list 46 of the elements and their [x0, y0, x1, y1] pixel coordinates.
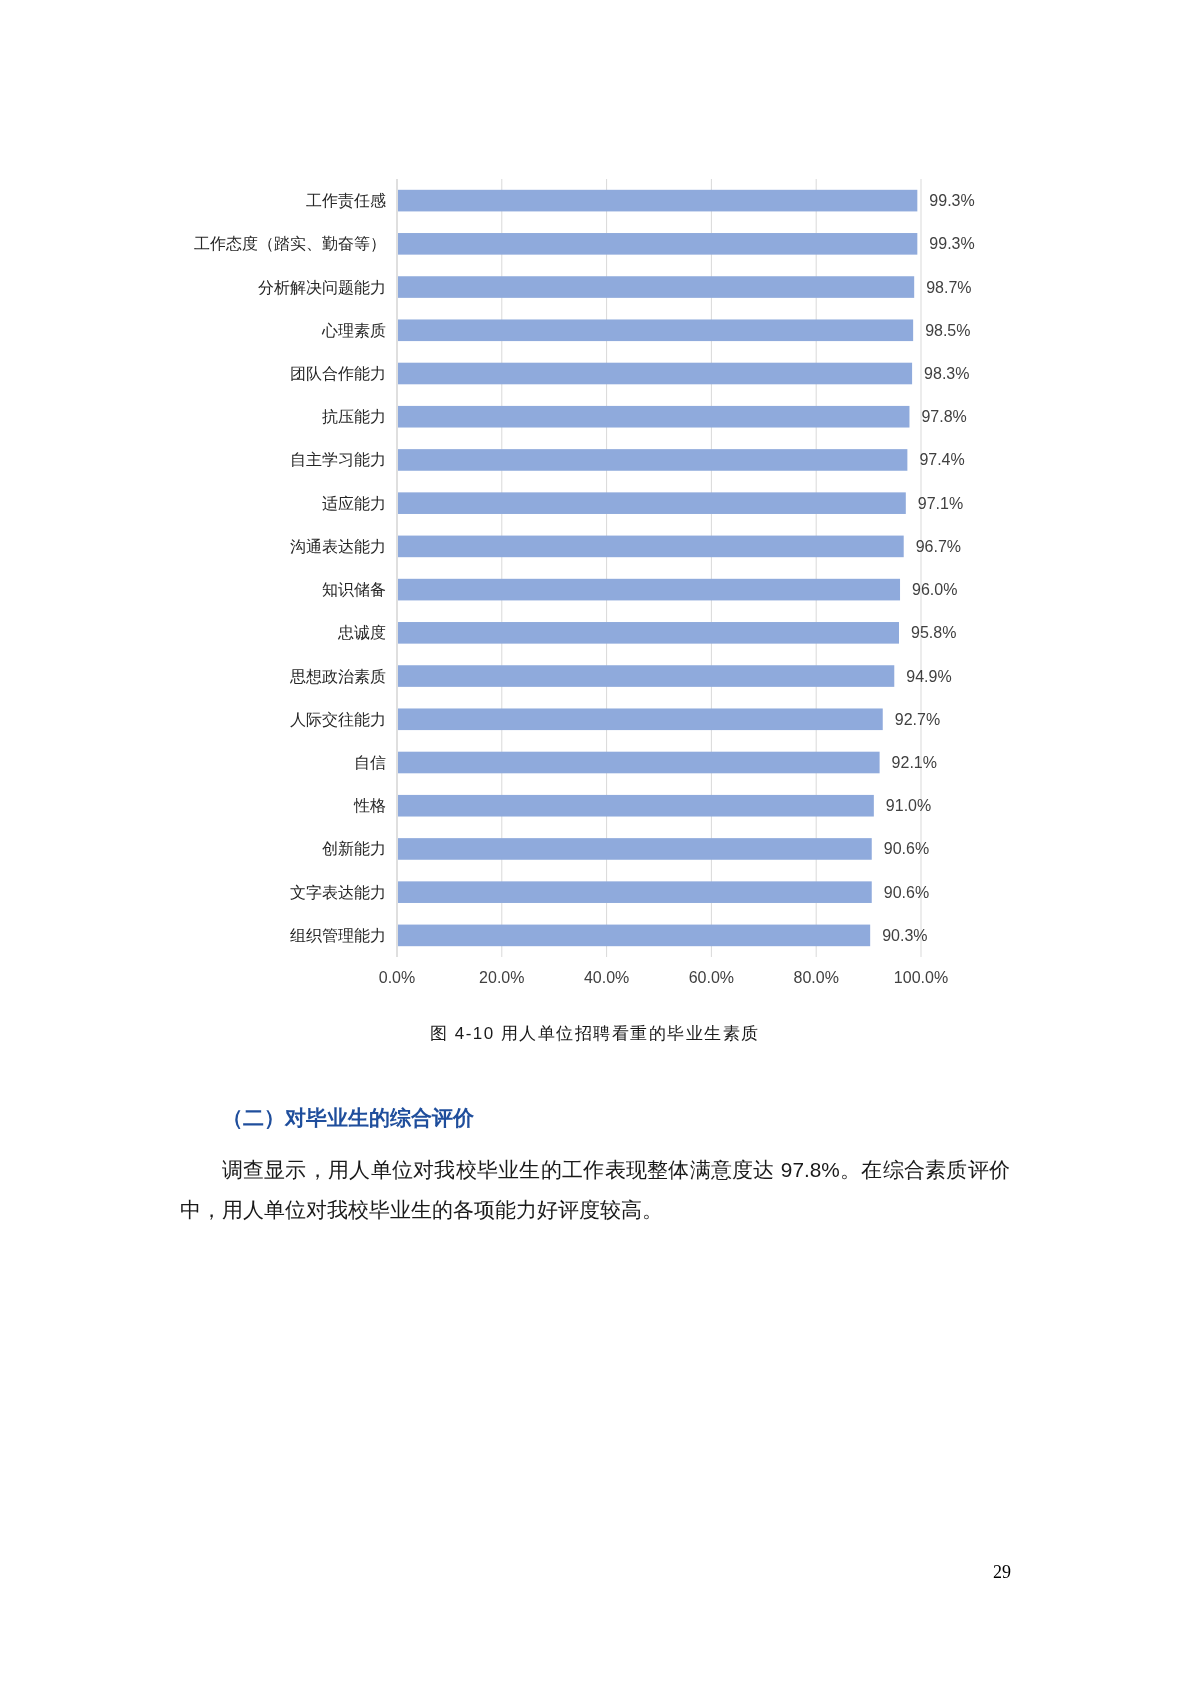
- text: （二）对毕业生的综合评价: [222, 1105, 474, 1131]
- data-label: 99.3%: [929, 235, 975, 253]
- y-tick-label: 分析解决问题能力: [258, 278, 386, 296]
- y-tick-label: 自信: [354, 754, 386, 771]
- x-tick-label: 20.0%: [479, 969, 525, 986]
- y-tick-label: 忠诚度: [337, 624, 386, 642]
- y-tick-label: 知识储备: [322, 581, 386, 599]
- text: 调查显示，用人单位对我校毕业生的工作表现整体满意度达 97.8%。在综合素质评价中，用人单位对我校毕业生的各项能力好评度较高。: [180, 1157, 1010, 1223]
- x-tick-label: 60.0%: [688, 969, 735, 986]
- text: 图 4-10 用人单位招聘看重的毕业生素质: [430, 1024, 760, 1043]
- y-tick-label: 组织管理能力: [290, 926, 386, 944]
- x-tick-label: 100.0%: [893, 969, 949, 986]
- data-label: 92.1%: [891, 754, 937, 771]
- y-tick-label: 思想政治素质: [289, 667, 386, 685]
- data-label: 90.6%: [883, 883, 930, 901]
- y-tick-label: 心理素质: [321, 321, 386, 339]
- data-label: 97.8%: [921, 408, 967, 426]
- data-label: 95.8%: [910, 624, 957, 642]
- y-tick-label: 性格: [353, 797, 386, 815]
- data-label: 96.0%: [912, 581, 958, 599]
- y-tick-label: 团队合作能力: [290, 365, 386, 382]
- data-label: 98.7%: [926, 278, 972, 296]
- data-label: 98.5%: [925, 321, 971, 339]
- y-tick-label: 工作态度（踏实、勤奋等）: [194, 235, 386, 253]
- y-tick-label: 沟通表达能力: [290, 537, 386, 555]
- x-tick-label: 80.0%: [793, 969, 839, 986]
- y-tick-label: 自主学习能力: [290, 451, 386, 469]
- x-tick-label: 40.0%: [583, 969, 630, 986]
- y-tick-label: 适应能力: [322, 494, 386, 512]
- data-label: 90.6%: [883, 840, 930, 858]
- data-label: 91.0%: [885, 797, 932, 815]
- data-label: 96.7%: [915, 537, 962, 555]
- data-label: 98.3%: [924, 365, 970, 382]
- data-label: 92.7%: [894, 710, 941, 728]
- y-tick-label: 创新能力: [322, 840, 386, 858]
- x-tick-label: 0.0%: [378, 969, 416, 986]
- y-tick-label: 文字表达能力: [290, 883, 386, 901]
- y-tick-label: 工作责任感: [306, 192, 386, 210]
- data-label: 99.3%: [929, 192, 975, 210]
- data-label: 97.1%: [917, 494, 964, 512]
- text: 29: [993, 1562, 1011, 1583]
- data-label: 97.4%: [919, 451, 965, 469]
- y-tick-label: 抗压能力: [322, 408, 386, 426]
- data-label: 90.3%: [882, 926, 928, 944]
- data-label: 94.9%: [906, 667, 952, 685]
- y-tick-label: 人际交往能力: [290, 710, 386, 728]
